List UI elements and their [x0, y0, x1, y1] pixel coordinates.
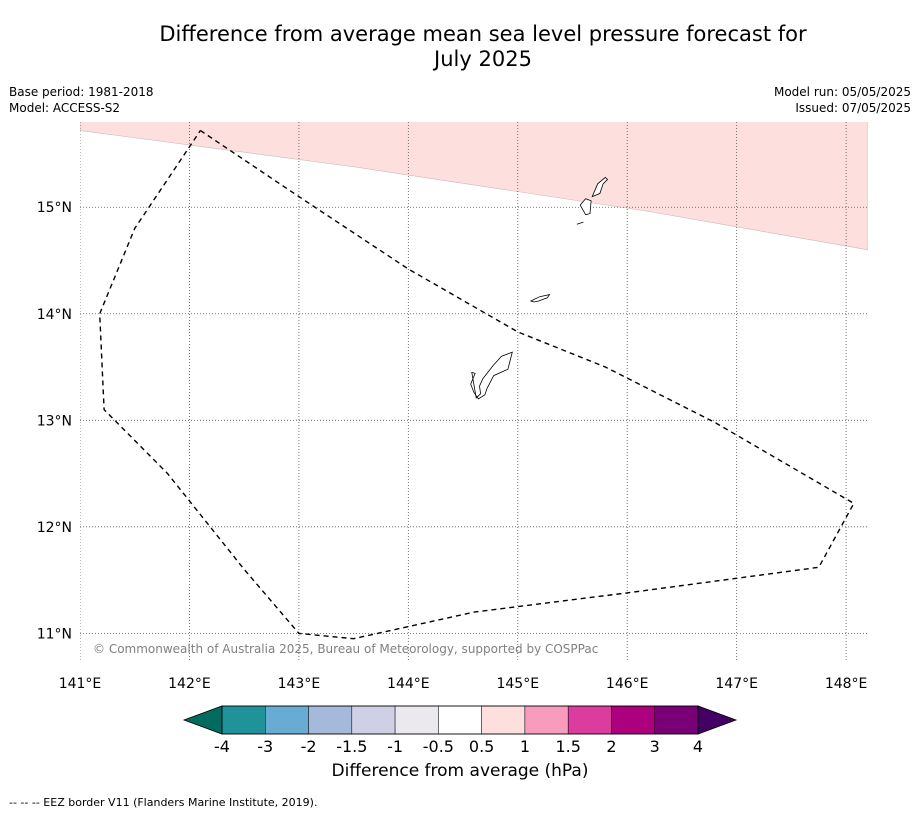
- y-tick-label: 13°N: [37, 413, 72, 429]
- model-text: Model: ACCESS-S2: [9, 101, 121, 115]
- x-tick-label: 144°E: [387, 676, 430, 692]
- footer-note: -- -- -- EEZ border V11 (Flanders Marine…: [9, 796, 318, 809]
- colorbar-tick-label: 3: [650, 737, 660, 756]
- colorbar-tick-label: 1.5: [555, 737, 580, 756]
- colorbar-tick-label: -3: [257, 737, 273, 756]
- colorbar-swatch: [438, 705, 482, 735]
- colorbar-swatch: [524, 705, 569, 735]
- colorbar-tick-label: -1: [387, 737, 403, 756]
- island-tinian: [579, 198, 592, 216]
- x-tick-label: 143°E: [278, 676, 321, 692]
- colorbar-frame: [221, 705, 699, 735]
- y-tick-label: 15°N: [37, 200, 72, 216]
- x-tick-label: 145°E: [496, 676, 539, 692]
- colorbar-tick-label: 0.5: [469, 737, 494, 756]
- colorbar-tick-label: 1: [520, 737, 530, 756]
- island-aguijan: [576, 221, 584, 225]
- title-line-2: July 2025: [434, 47, 532, 71]
- model-run-text: Model run: 05/05/2025: [773, 85, 911, 99]
- eez-border: [98, 129, 855, 640]
- y-tick-label: 11°N: [37, 626, 72, 642]
- copyright-text: © Commonwealth of Australia 2025, Bureau…: [93, 642, 598, 656]
- x-tick-label: 147°E: [715, 676, 758, 692]
- colorbar-under-arrow: [182, 705, 223, 735]
- y-tick-label: 12°N: [37, 520, 72, 536]
- pressure-anomaly-region: [80, 122, 868, 251]
- island-rota: [529, 293, 551, 303]
- x-tick-label: 141°E: [59, 676, 102, 692]
- colorbar-tick-label: 4: [693, 737, 703, 756]
- x-tick-label: 148°E: [825, 676, 868, 692]
- colorbar-over-arrow: [697, 705, 738, 735]
- map-title: Difference from average mean sea level p…: [150, 22, 816, 72]
- x-tick-label: 146°E: [606, 676, 649, 692]
- issued-text: Issued: 07/05/2025: [795, 101, 911, 115]
- colorbar-swatch: [611, 705, 655, 735]
- colorbar-title: Difference from average (hPa): [331, 761, 589, 781]
- colorbar-tick-label: -0.5: [423, 737, 454, 756]
- colorbar-tick-label: -1.5: [336, 737, 367, 756]
- colorbar-swatch: [265, 705, 309, 735]
- base-period-text: Base period: 1981-2018: [9, 85, 154, 99]
- colorbar-tick-label: 2: [606, 737, 616, 756]
- colorbar-swatch: [654, 705, 699, 735]
- colorbar-tick-label: -4: [214, 737, 230, 756]
- meta-right: Model run: 05/05/2025 Issued: 07/05/2025: [774, 84, 911, 116]
- colorbar-tick-label: -2: [301, 737, 317, 756]
- colorbar-swatch: [221, 705, 266, 735]
- x-tick-label: 142°E: [168, 676, 211, 692]
- meta-left: Base period: 1981-2018 Model: ACCESS-S2: [9, 84, 154, 116]
- island-saipan: [591, 176, 609, 198]
- colorbar-swatch: [308, 705, 353, 735]
- title-line-1: Difference from average mean sea level p…: [159, 22, 807, 46]
- colorbar-swatch: [567, 705, 612, 735]
- colorbar-swatch: [351, 705, 396, 735]
- colorbar-swatch: [481, 705, 526, 735]
- island-guam: [470, 351, 513, 400]
- map-area: © Commonwealth of Australia 2025, Bureau…: [37, 122, 868, 692]
- colorbar: -4 -3 -2 -1.5 -1 -0.5 0.5 1 1.5 2 3 4: [182, 705, 738, 756]
- map-contents: [80, 122, 868, 660]
- y-tick-label: 14°N: [37, 307, 72, 323]
- colorbar-swatch: [394, 705, 439, 735]
